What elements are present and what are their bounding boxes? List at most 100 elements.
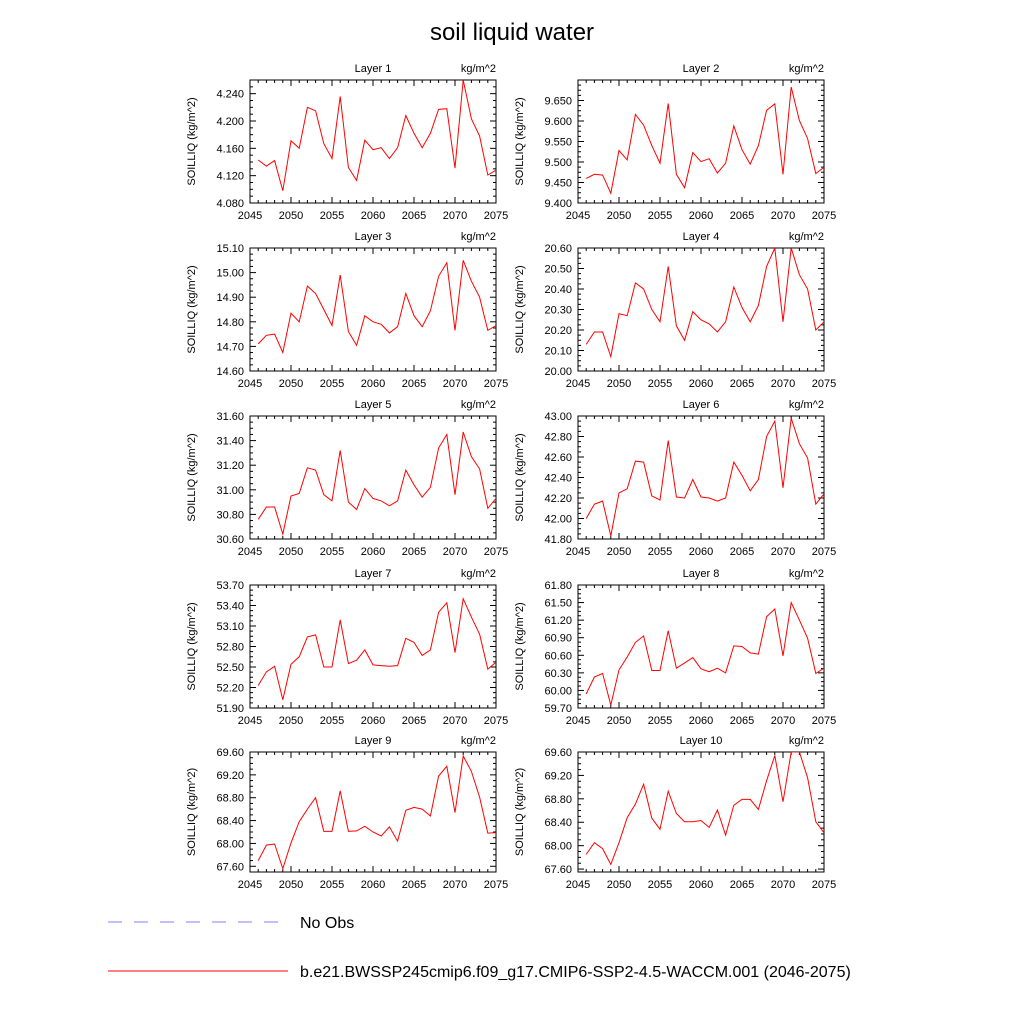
x-tick-label: 2070 [771, 715, 795, 727]
x-tick-label: 2065 [730, 879, 754, 891]
y-tick-label: 43.00 [544, 411, 572, 423]
x-tick-label: 2065 [402, 378, 426, 390]
y-tick-label: 31.20 [216, 460, 244, 472]
panel-title: Layer 3 [355, 231, 392, 243]
series-line [585, 752, 824, 866]
x-tick-label: 2070 [443, 378, 467, 390]
figure-title: soil liquid water [430, 19, 594, 46]
y-tick-label: 68.80 [544, 794, 572, 806]
y-tick-label: 20.30 [544, 305, 572, 317]
y-tick-label: 60.30 [544, 668, 572, 680]
x-tick-label: 2065 [402, 546, 426, 558]
y-tick-label: 20.40 [544, 284, 572, 296]
x-tick-label: 2065 [730, 715, 754, 727]
series-line [257, 80, 496, 191]
x-tick-label: 2075 [484, 715, 508, 727]
panel-layer-7: Layer 7 kg/m^2 2045 2050 2055 2060 2065 2070 207… [186, 568, 508, 727]
x-tick-label: 2075 [484, 879, 508, 891]
legend: No Obs b.e21.BWSSP245cmip6.f09_g17.CMIP6… [108, 915, 851, 981]
y-tick-label: 60.00 [544, 685, 572, 697]
y-axis-label: SOILLIQ (kg/m^2) [186, 265, 198, 353]
y-tick-label: 30.80 [216, 509, 244, 521]
x-tick-label: 2075 [812, 715, 836, 727]
plot-frame [577, 415, 825, 540]
plot-frame [249, 584, 497, 709]
x-tick-label: 2070 [771, 879, 795, 891]
y-tick-label: 42.00 [544, 514, 572, 526]
panel-title: Layer 10 [680, 735, 723, 747]
x-tick-label: 2060 [689, 378, 713, 390]
panel-layer-6: Layer 6 kg/m^2 2045 2050 2055 2060 2065 2070 207… [514, 399, 836, 558]
y-tick-label: 20.60 [544, 243, 572, 255]
y-tick-label: 20.20 [544, 325, 572, 337]
panel-title: Layer 4 [683, 231, 720, 243]
x-tick-label: 2045 [238, 715, 262, 727]
x-tick-label: 2070 [443, 715, 467, 727]
x-tick-label: 2050 [607, 378, 631, 390]
x-tick-label: 2075 [484, 378, 508, 390]
y-tick-label: 15.10 [216, 243, 244, 255]
y-tick-label: 14.80 [216, 317, 244, 329]
y-tick-label: 20.00 [544, 366, 572, 378]
plot-frame [577, 247, 825, 372]
y-tick-label: 52.50 [216, 662, 244, 674]
y-tick-label: 15.00 [216, 268, 244, 280]
x-tick-label: 2055 [320, 378, 344, 390]
y-tick-label: 68.40 [544, 817, 572, 829]
y-tick-label: 42.20 [544, 493, 572, 505]
panel-units: kg/m^2 [789, 231, 824, 243]
y-tick-label: 4.200 [216, 116, 244, 128]
x-tick-label: 2050 [607, 546, 631, 558]
x-tick-label: 2060 [361, 546, 385, 558]
series-line [257, 596, 496, 700]
panel-title: Layer 5 [355, 399, 392, 411]
x-tick-label: 2045 [566, 879, 590, 891]
y-tick-label: 69.60 [544, 747, 572, 759]
panel-title: Layer 9 [355, 735, 392, 747]
x-tick-label: 2055 [320, 715, 344, 727]
panel-title: Layer 2 [683, 63, 720, 75]
x-tick-label: 2065 [730, 210, 754, 222]
y-tick-label: 61.80 [544, 580, 572, 592]
y-tick-label: 67.60 [544, 864, 572, 876]
y-tick-label: 20.50 [544, 264, 572, 276]
panel-layer-4: Layer 4 kg/m^2 2045 2050 2055 2060 2065 2070 207… [514, 231, 836, 390]
y-tick-label: 61.20 [544, 615, 572, 627]
x-tick-label: 2065 [402, 210, 426, 222]
y-axis-label: SOILLIQ (kg/m^2) [514, 768, 526, 856]
x-tick-label: 2045 [566, 715, 590, 727]
y-tick-label: 67.60 [216, 861, 244, 873]
x-tick-label: 2055 [320, 879, 344, 891]
plot-frame [249, 415, 497, 540]
y-tick-label: 68.00 [216, 838, 244, 850]
series-line [257, 431, 496, 537]
x-tick-label: 2055 [648, 378, 672, 390]
x-tick-label: 2060 [689, 879, 713, 891]
x-tick-label: 2075 [812, 879, 836, 891]
x-tick-label: 2045 [238, 378, 262, 390]
y-tick-label: 52.20 [216, 683, 244, 695]
x-tick-label: 2070 [443, 210, 467, 222]
plot-frame [249, 751, 497, 873]
y-tick-label: 69.20 [544, 770, 572, 782]
y-axis-label: SOILLIQ (kg/m^2) [514, 265, 526, 353]
y-tick-label: 14.90 [216, 292, 244, 304]
x-tick-label: 2045 [238, 879, 262, 891]
y-tick-label: 52.80 [216, 642, 244, 654]
x-tick-label: 2050 [279, 546, 303, 558]
y-tick-label: 31.60 [216, 411, 244, 423]
y-tick-label: 14.70 [216, 341, 244, 353]
y-axis-label: SOILLIQ (kg/m^2) [186, 97, 198, 185]
y-tick-label: 14.60 [216, 366, 244, 378]
x-tick-label: 2050 [607, 715, 631, 727]
panel-units: kg/m^2 [461, 399, 496, 411]
panel-layer-10: Layer 10 kg/m^2 2045 2050 2055 2060 2065 2070 20… [514, 735, 836, 891]
y-tick-label: 53.40 [216, 601, 244, 613]
x-tick-label: 2045 [566, 210, 590, 222]
series-line [585, 600, 824, 706]
y-tick-label: 68.00 [544, 841, 572, 853]
panel-units: kg/m^2 [789, 568, 824, 580]
y-tick-label: 68.80 [216, 793, 244, 805]
y-axis-label: SOILLIQ (kg/m^2) [186, 602, 198, 690]
plot-frame [577, 79, 825, 204]
